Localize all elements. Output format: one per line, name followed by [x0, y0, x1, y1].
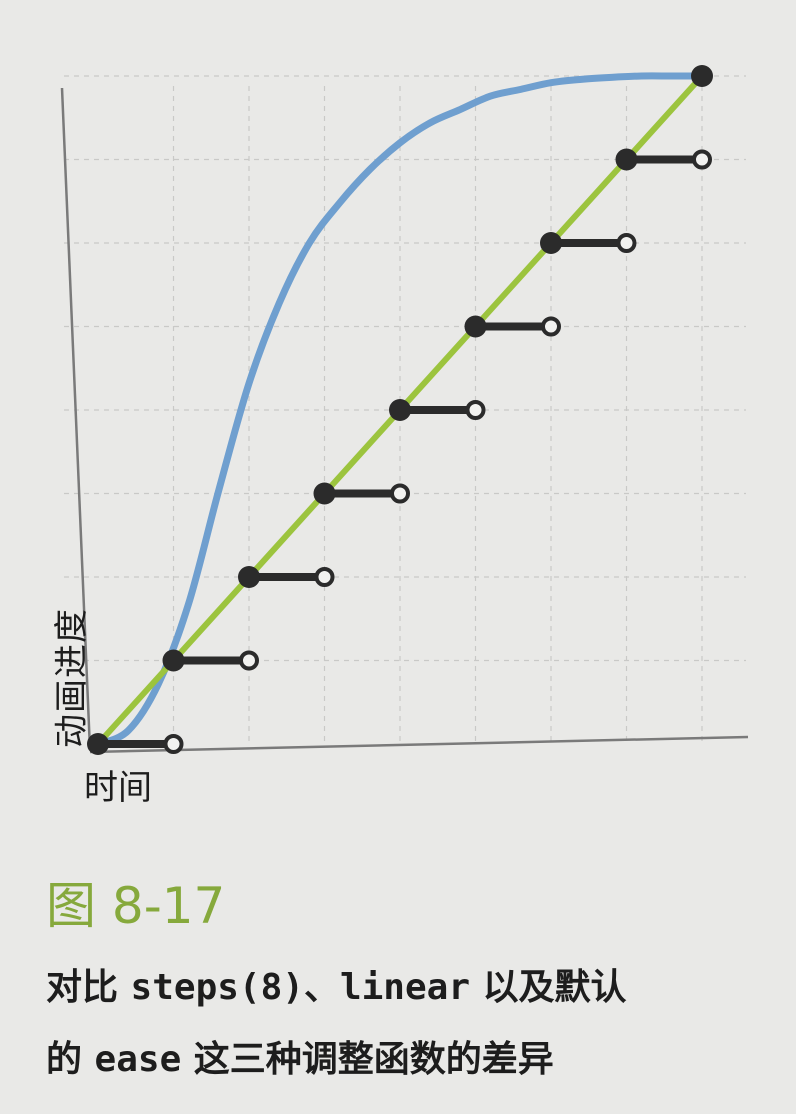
caption-code-ease: ease [94, 1039, 182, 1080]
step-segment [87, 733, 184, 755]
y-axis-line [60, 87, 92, 751]
caption-line-1: 对比 steps(8)、linear 以及默认 [46, 952, 766, 1024]
caption-text: 以及默认 [470, 967, 627, 1008]
step-end-circle [239, 650, 259, 671]
caption-code-linear: linear [339, 967, 470, 1008]
step-segment [540, 232, 637, 254]
caption-text: 的 [46, 1039, 95, 1080]
step-start-dot [313, 482, 336, 505]
caption-text: 、 [303, 967, 340, 1008]
step-segment [389, 399, 486, 421]
step-end-circle [390, 483, 410, 504]
x-axis-label: 时间 [84, 768, 152, 808]
step-segment [313, 482, 410, 505]
step-start-dot [615, 148, 638, 171]
step-end-circle [314, 567, 335, 587]
step-segment [464, 315, 561, 338]
axes [60, 87, 749, 754]
step-end-circle [465, 400, 486, 420]
step-start-dot [464, 315, 487, 338]
steps-series [87, 65, 713, 755]
step-end-circle [616, 233, 637, 253]
step-start-dot [238, 566, 260, 588]
step-segment [615, 148, 712, 171]
step-segment [162, 649, 259, 672]
figure-number: 图 8-17 [46, 877, 226, 935]
caption-code-steps: steps(8) [130, 967, 304, 1008]
step-end-circle [541, 316, 561, 337]
caption-text: 对比 [46, 967, 131, 1008]
step-end-circle [163, 734, 184, 754]
x-axis-line [89, 735, 749, 754]
ease-curve [94, 72, 706, 748]
chart [60, 65, 749, 755]
step-start-dot [162, 649, 185, 672]
y-axis-label: 动画进度 [52, 608, 92, 748]
step-start-dot [87, 733, 109, 755]
step-end-circle [692, 149, 712, 170]
final-point-dot [691, 65, 713, 87]
step-start-dot [389, 399, 411, 421]
caption-text: 这三种调整函数的差异 [181, 1039, 554, 1080]
step-segment [238, 566, 335, 588]
figure-caption: 对比 steps(8)、linear 以及默认 的 ease 这三种调整函数的差… [46, 952, 766, 1096]
caption-line-2: 的 ease 这三种调整函数的差异 [46, 1024, 766, 1096]
ease-series [94, 72, 706, 748]
step-start-dot [540, 232, 562, 254]
